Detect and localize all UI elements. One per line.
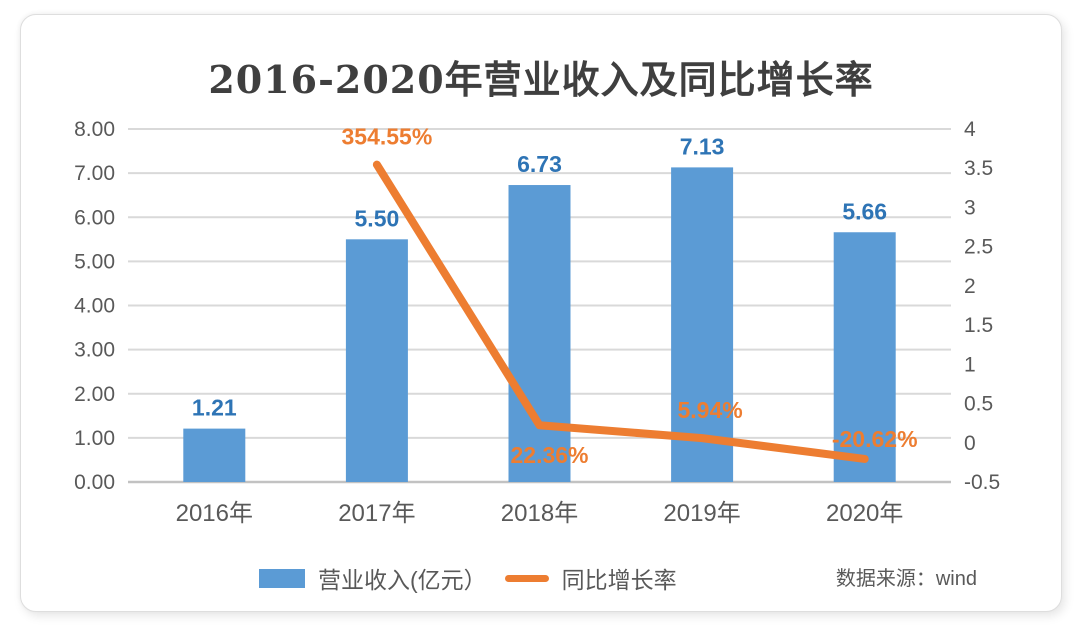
growth-value-label: 5.94% <box>677 397 742 423</box>
left-axis-tick-label: 1.00 <box>74 427 115 450</box>
bar-value-label: 1.21 <box>192 395 237 421</box>
x-axis-label: 2020年 <box>826 500 903 527</box>
left-axis-tick-label: 7.00 <box>74 162 115 185</box>
legend: 营业收入(亿元） 同比增长率 <box>259 561 677 595</box>
bar-value-label: 5.66 <box>842 198 887 224</box>
right-axis-tick-label: 3 <box>964 196 976 219</box>
legend-label-growth: 同比增长率 <box>561 567 677 593</box>
right-axis-tick-label: 3.5 <box>964 157 993 180</box>
x-axis-label: 2016年 <box>176 500 253 527</box>
growth-line <box>372 160 869 463</box>
chart-plot-area: 0.00 1.00 2.00 3.00 4.00 5.00 6.00 7.00 8.00 -0.5… <box>74 118 1000 527</box>
right-axis-tick-label: 1 <box>964 353 976 376</box>
left-axis-tick-label: 2.00 <box>74 383 115 406</box>
right-axis-tick-label: 2.5 <box>964 236 993 259</box>
revenue-bar-swatch-icon <box>259 568 305 588</box>
revenue-bar <box>508 185 571 482</box>
chart-card: 0.00 1.00 2.00 3.00 4.00 5.00 6.00 7.00 8.00 -0.5… <box>20 14 1062 612</box>
growth-value-label: 22.36% <box>510 442 588 468</box>
x-axis-label: 2019年 <box>663 500 740 527</box>
growth-value-label: 354.55% <box>341 124 432 150</box>
revenue-bar <box>833 232 896 482</box>
left-axis-tick-label: 3.00 <box>74 339 115 362</box>
bar-value-label: 5.50 <box>355 205 400 231</box>
legend-label-revenue: 营业收入(亿元） <box>318 567 487 593</box>
left-axis-tick-label: 6.00 <box>74 206 115 229</box>
legend-item-growth: 同比增长率 <box>504 561 677 595</box>
left-axis-tick-label: 5.00 <box>74 250 115 273</box>
right-axis-tick-label: 0.5 <box>964 393 993 416</box>
right-axis-tick-label: -0.5 <box>964 471 1000 494</box>
left-axis-tick-label: 4.00 <box>74 295 115 318</box>
left-axis-tick-label: 8.00 <box>74 118 115 141</box>
legend-item-revenue: 营业收入(亿元） <box>259 561 487 595</box>
x-axis-label: 2018年 <box>501 500 578 527</box>
chart-title: 2016-2020年营业收入及同比增长率 <box>208 57 874 102</box>
bar-value-label: 7.13 <box>680 133 725 159</box>
revenue-bar <box>183 428 246 482</box>
bar-value-label: 6.73 <box>517 151 562 177</box>
right-axis-tick-label: 1.5 <box>964 314 993 337</box>
revenue-bar <box>345 239 408 482</box>
growth-line-swatch-icon <box>504 574 549 582</box>
data-source-note: 数据来源：wind <box>835 568 977 590</box>
left-axis-tick-label: 0.00 <box>74 471 115 494</box>
growth-value-label: -20.62% <box>832 426 918 452</box>
right-axis-tick-label: 0 <box>964 432 976 455</box>
x-axis-label: 2017年 <box>338 500 415 527</box>
right-axis-tick-label: 2 <box>964 275 976 298</box>
right-axis-tick-label: 4 <box>964 118 976 141</box>
revenue-bar <box>671 167 734 483</box>
